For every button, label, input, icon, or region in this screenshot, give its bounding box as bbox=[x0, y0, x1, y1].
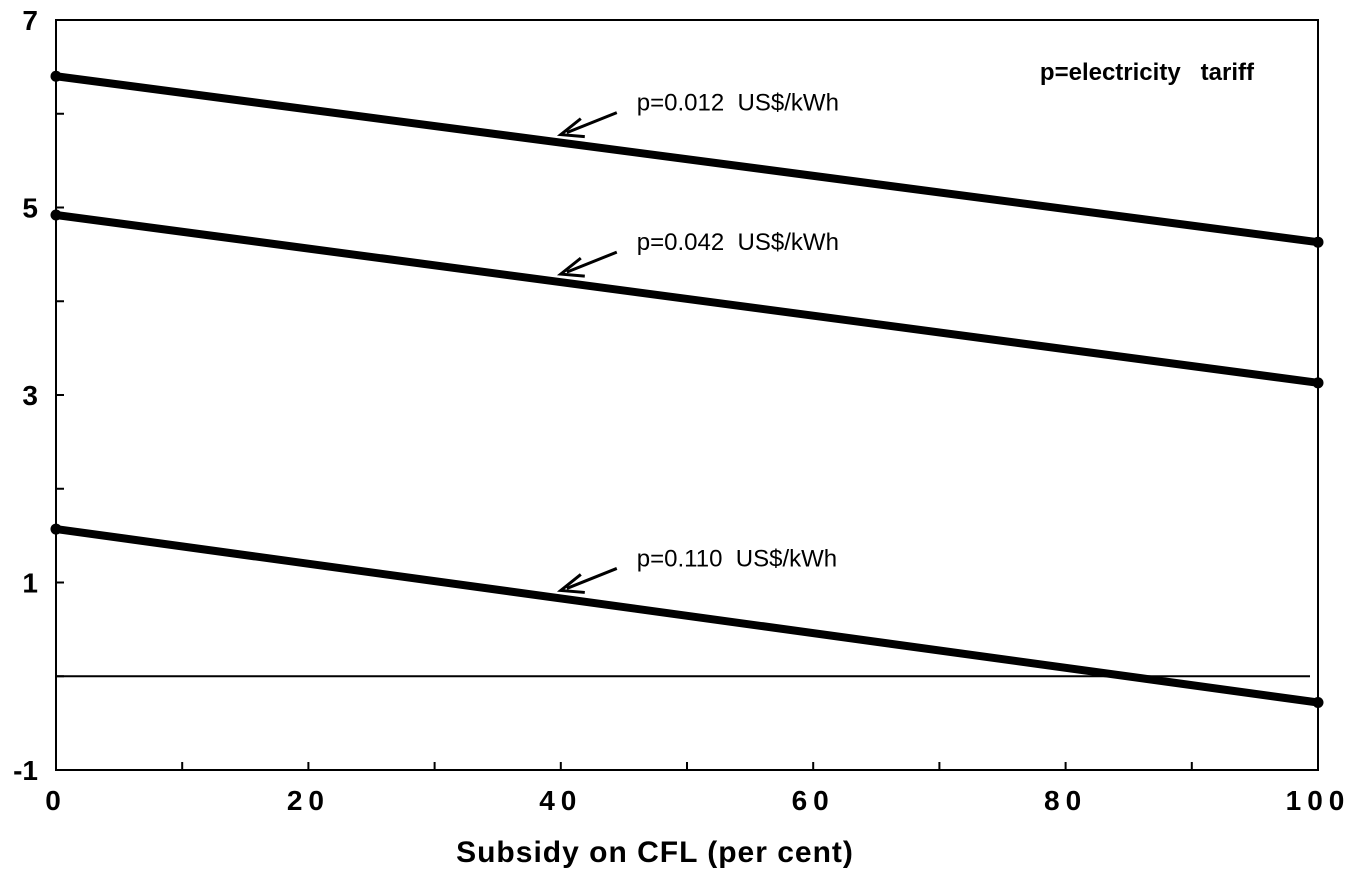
y-tick-label: 1 bbox=[22, 568, 38, 599]
series-layer: p=0.012 US$/kWh p=0.042 US$/kWh p=0.110 US… bbox=[50, 70, 1324, 708]
series-point bbox=[1312, 697, 1324, 708]
y-tick-label: 7 bbox=[22, 5, 38, 36]
x-tick-label: 100 bbox=[1286, 785, 1351, 816]
series-point bbox=[50, 209, 62, 221]
x-tick-label: 80 bbox=[1044, 785, 1087, 816]
series-label-3: p=0.110 US$/kWh bbox=[637, 545, 837, 572]
annotation-arrow bbox=[556, 567, 618, 594]
x-tick-label: 0 bbox=[45, 785, 67, 816]
series-line-2 bbox=[55, 211, 1319, 387]
x-tick-label: 20 bbox=[287, 785, 330, 816]
series-label-1: p=0.012 US$/kWh bbox=[637, 90, 839, 117]
series-point bbox=[50, 70, 62, 82]
x-axis-title: Subsidy on CFL (per cent) bbox=[456, 836, 854, 869]
tariff-note: p=electricity tariff bbox=[1040, 59, 1255, 86]
series-point bbox=[50, 523, 62, 535]
y-tick-label: 5 bbox=[22, 193, 38, 224]
y-tick-label: -1 bbox=[13, 755, 38, 786]
x-tick-label: 60 bbox=[792, 785, 835, 816]
tick-label-layer: 0 20 40 60 80 100 7 5 3 1 -1 bbox=[13, 5, 1351, 816]
series-label-2: p=0.042 US$/kWh bbox=[637, 229, 839, 256]
series-line-1 bbox=[55, 72, 1319, 247]
y-tick-label: 3 bbox=[22, 380, 38, 411]
tick-layer bbox=[56, 112, 1193, 770]
annotation-arrow bbox=[556, 111, 618, 139]
series-point bbox=[1312, 377, 1324, 389]
series-line-3 bbox=[55, 525, 1319, 707]
x-tick-label: 40 bbox=[539, 785, 582, 816]
annotation-arrow bbox=[556, 250, 618, 278]
series-point bbox=[1312, 236, 1324, 248]
plot-frame bbox=[55, 19, 1319, 771]
